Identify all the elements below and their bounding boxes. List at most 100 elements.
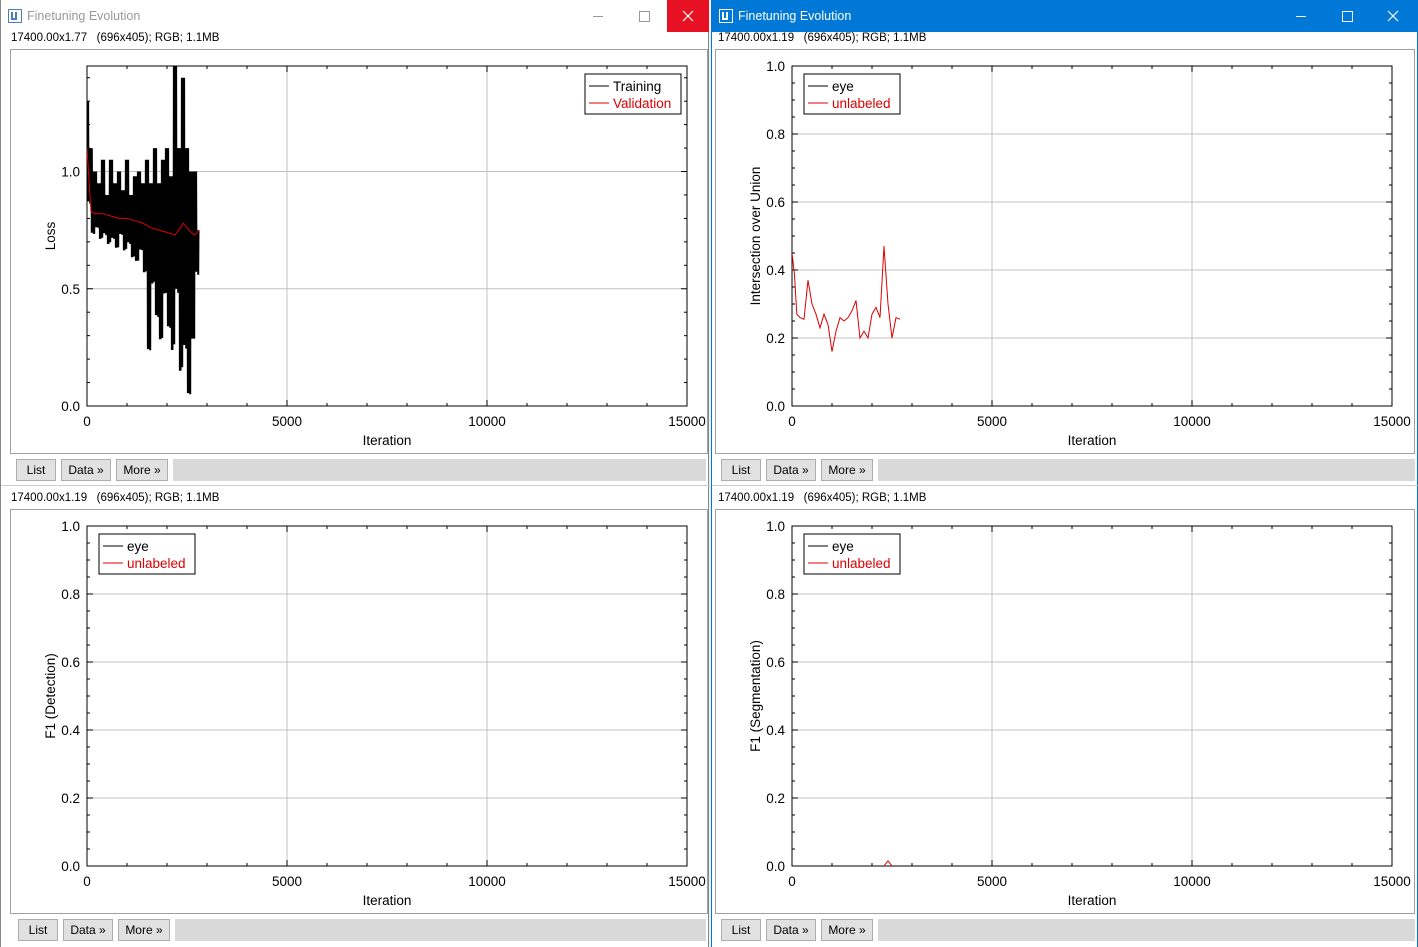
y-tick-label: 1.0 — [61, 165, 80, 180]
legend-box — [803, 533, 901, 575]
y-axis-label: Loss — [43, 221, 58, 250]
plot-frame-f1-detection: 0 5000 10000 15000 0.0 0.2 0.4 0.6 0.8 1.0 Iterati… — [10, 509, 708, 914]
status-bar — [878, 459, 1415, 481]
legend-label: unlabeled — [832, 556, 891, 571]
more-button[interactable]: More » — [821, 459, 873, 481]
y-tick-label: 0.0 — [61, 399, 80, 414]
button-bar: List Data » More » — [1, 458, 710, 482]
y-tick-label: 0.6 — [766, 655, 785, 670]
legend-label: eye — [127, 539, 149, 554]
list-button[interactable]: List — [18, 919, 58, 941]
y-tick-label: 1.0 — [766, 519, 785, 534]
legend-label: eye — [832, 79, 854, 94]
series-line-Validation — [87, 148, 200, 236]
title-bar-left[interactable]: Finetuning Evolution — [1, 0, 709, 32]
y-axis-label: F1 (Detection) — [43, 653, 58, 739]
y-tick-label: 0.8 — [766, 127, 785, 142]
image-info: 17400.00x1.19 (696x405); RGB; 1.1MB — [718, 32, 927, 44]
maximize-button[interactable] — [1324, 0, 1370, 32]
legend-label: eye — [832, 539, 854, 554]
x-axis-label: Iteration — [1068, 893, 1117, 908]
divider — [712, 485, 1418, 486]
maximize-icon — [1342, 11, 1353, 22]
x-tick-label: 10000 — [1173, 414, 1211, 429]
y-tick-label: 0.8 — [61, 587, 80, 602]
y-tick-label: 1.0 — [61, 519, 80, 534]
button-bar: List Data » More » — [1, 918, 710, 942]
series-line-unlabeled — [883, 860, 893, 867]
series-line-Training — [87, 65, 200, 395]
f1-segmentation-chart: 0 5000 10000 15000 0.0 0.2 0.4 0.6 0.8 1.0 Iterati… — [748, 519, 1411, 908]
minimize-button[interactable] — [575, 0, 621, 32]
x-tick-label: 0 — [83, 874, 91, 889]
x-tick-label: 0 — [788, 874, 796, 889]
plot-frame — [86, 65, 688, 407]
x-tick-label: 5000 — [272, 874, 302, 889]
x-axis-label: Iteration — [363, 433, 412, 448]
status-bar — [175, 919, 706, 941]
x-tick-label: 0 — [788, 414, 796, 429]
x-tick-label: 5000 — [977, 414, 1007, 429]
y-tick-label: 0.0 — [766, 399, 785, 414]
x-axis-label: Iteration — [1068, 433, 1117, 448]
imagej-icon — [8, 9, 22, 23]
list-button[interactable]: List — [721, 919, 761, 941]
data-button[interactable]: Data » — [766, 919, 816, 941]
y-tick-label: 0.0 — [61, 859, 80, 874]
x-tick-label: 10000 — [468, 874, 506, 889]
x-tick-label: 5000 — [272, 414, 302, 429]
plot-frame-iou: 0 5000 10000 15000 0.0 0.2 0.4 0.6 0.8 1.0 Iterati… — [715, 49, 1415, 454]
image-info: 17400.00x1.19 (696x405); RGB; 1.1MB — [718, 492, 927, 504]
data-button[interactable]: Data » — [63, 919, 113, 941]
more-button[interactable]: More » — [116, 459, 168, 481]
legend-box — [584, 73, 682, 115]
maximize-icon — [639, 11, 650, 22]
minimize-icon — [593, 16, 603, 17]
more-button[interactable]: More » — [118, 919, 170, 941]
f1-detection-chart: 0 5000 10000 15000 0.0 0.2 0.4 0.6 0.8 1.0 Iterati… — [43, 519, 706, 908]
minimize-icon — [1296, 16, 1306, 17]
close-button[interactable] — [667, 0, 709, 32]
data-button[interactable]: Data » — [61, 459, 111, 481]
y-axis-label: F1 (Segmentation) — [748, 640, 763, 752]
legend-label: unlabeled — [832, 96, 891, 111]
list-button[interactable]: List — [721, 459, 761, 481]
y-tick-label: 1.0 — [766, 59, 785, 74]
plot-frame-f1-segmentation: 0 5000 10000 15000 0.0 0.2 0.4 0.6 0.8 1.0 Iterati… — [715, 509, 1415, 914]
y-tick-label: 0.5 — [61, 282, 80, 297]
window-title: Finetuning Evolution — [27, 9, 141, 23]
y-axis-label: Intersection over Union — [748, 167, 763, 306]
legend-box — [98, 533, 196, 575]
plot-frame — [791, 65, 1393, 407]
legend-label: Validation — [613, 96, 671, 111]
x-tick-label: 10000 — [1173, 874, 1211, 889]
list-button[interactable]: List — [16, 459, 56, 481]
x-tick-label: 15000 — [1373, 414, 1411, 429]
iou-chart: 0 5000 10000 15000 0.0 0.2 0.4 0.6 0.8 1.0 Iterati… — [748, 59, 1411, 448]
data-button[interactable]: Data » — [766, 459, 816, 481]
loss-chart: 0 5000 10000 15000 0.0 0.5 1.0 Iteration Loss Tra… — [43, 65, 706, 448]
y-tick-label: 0.2 — [61, 791, 80, 806]
close-icon — [1387, 10, 1399, 22]
more-button[interactable]: More » — [821, 919, 873, 941]
legend-box — [803, 73, 901, 115]
maximize-button[interactable] — [621, 0, 667, 32]
x-tick-label: 15000 — [1373, 874, 1411, 889]
window-title: Finetuning Evolution — [738, 9, 852, 23]
x-tick-label: 15000 — [668, 414, 706, 429]
x-tick-label: 10000 — [468, 414, 506, 429]
divider — [1, 485, 710, 486]
y-tick-label: 0.2 — [766, 331, 785, 346]
y-tick-label: 0.2 — [766, 791, 785, 806]
minimize-button[interactable] — [1278, 0, 1324, 32]
window-right: Finetuning Evolution 17400.00x1.19 (696x… — [711, 0, 1418, 947]
window-left: Finetuning Evolution 17400.00x1.77 (696x… — [0, 0, 710, 947]
x-tick-label: 0 — [83, 414, 91, 429]
plot-frame-loss: 0 5000 10000 15000 0.0 0.5 1.0 Iteration Loss Tra… — [10, 49, 708, 454]
series-line-unlabeled — [792, 246, 901, 352]
title-bar-right[interactable]: Finetuning Evolution — [712, 0, 1417, 32]
y-tick-label: 0.4 — [766, 263, 785, 278]
x-tick-label: 15000 — [668, 874, 706, 889]
close-button[interactable] — [1370, 0, 1416, 32]
y-tick-label: 0.4 — [61, 723, 80, 738]
